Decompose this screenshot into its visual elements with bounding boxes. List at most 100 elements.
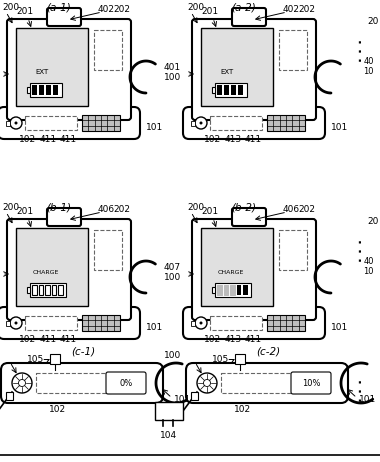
Text: 20: 20 [367, 218, 379, 226]
Bar [39, 85, 44, 95]
Bar [6, 321, 10, 326]
Bar [32, 85, 37, 95]
Bar [82, 115, 120, 131]
Text: 411: 411 [59, 334, 76, 344]
Bar [215, 83, 247, 97]
Bar [235, 354, 245, 364]
Bar [210, 116, 262, 130]
Text: 201: 201 [16, 7, 33, 17]
Circle shape [195, 117, 207, 129]
Text: 200: 200 [187, 203, 204, 213]
Text: 10: 10 [364, 67, 374, 77]
Circle shape [197, 373, 217, 393]
Text: (b-1): (b-1) [46, 203, 71, 213]
Bar [27, 87, 30, 93]
Bar [38, 285, 43, 295]
Bar [52, 285, 56, 295]
Text: CHARGE: CHARGE [33, 270, 59, 275]
Bar [82, 315, 120, 331]
Bar [217, 85, 222, 95]
Text: (c-1): (c-1) [71, 347, 95, 357]
Bar [16, 228, 88, 306]
Text: 202: 202 [113, 6, 130, 14]
Text: · · ·: · · · [355, 38, 368, 61]
FancyBboxPatch shape [192, 19, 316, 120]
Text: 413: 413 [225, 334, 242, 344]
FancyBboxPatch shape [47, 208, 81, 226]
Bar [36, 373, 111, 393]
Text: 201: 201 [16, 207, 33, 217]
Circle shape [10, 117, 22, 129]
Text: 200: 200 [2, 203, 19, 213]
Bar [94, 230, 122, 270]
Text: CHARGE: CHARGE [218, 270, 244, 275]
Text: 201: 201 [201, 7, 218, 17]
Text: 102: 102 [234, 406, 252, 414]
Text: 100: 100 [164, 352, 181, 360]
Text: 40: 40 [364, 57, 374, 67]
Bar [16, 28, 88, 106]
Bar [267, 115, 305, 131]
Bar [243, 285, 247, 295]
Text: 411: 411 [244, 334, 261, 344]
Text: 411: 411 [40, 134, 57, 144]
Text: 411: 411 [244, 134, 261, 144]
Text: 100: 100 [164, 73, 181, 83]
Bar [6, 121, 10, 126]
Text: 40: 40 [364, 257, 374, 267]
Bar [94, 30, 122, 70]
Circle shape [200, 122, 203, 124]
Bar [210, 316, 262, 330]
Bar [32, 285, 36, 295]
Text: 101: 101 [331, 322, 348, 332]
FancyBboxPatch shape [232, 208, 266, 226]
Text: 100: 100 [164, 274, 181, 282]
Bar [212, 287, 215, 293]
Bar [217, 285, 222, 295]
Bar [25, 316, 77, 330]
Text: (c-2): (c-2) [256, 347, 280, 357]
Bar [155, 402, 183, 420]
Text: 200: 200 [187, 4, 204, 12]
Circle shape [19, 379, 25, 387]
FancyBboxPatch shape [7, 219, 131, 320]
Bar [231, 85, 236, 95]
Text: 402: 402 [98, 6, 115, 14]
Bar [215, 283, 251, 297]
Text: 104: 104 [160, 432, 177, 440]
Text: 101: 101 [331, 122, 348, 132]
Bar [53, 85, 58, 95]
Text: 101: 101 [359, 395, 376, 405]
Text: 202: 202 [113, 206, 130, 214]
Bar [6, 392, 13, 400]
FancyBboxPatch shape [47, 8, 81, 26]
Bar [223, 285, 228, 295]
Text: 105: 105 [27, 355, 44, 365]
Text: 102: 102 [204, 134, 222, 144]
Bar [58, 285, 62, 295]
Bar [191, 321, 195, 326]
Bar [224, 85, 229, 95]
Circle shape [14, 322, 17, 324]
Bar [267, 315, 305, 331]
Bar [238, 85, 243, 95]
Text: 411: 411 [40, 334, 57, 344]
Text: 201: 201 [201, 207, 218, 217]
Text: 105: 105 [212, 355, 229, 365]
Circle shape [195, 317, 207, 329]
Text: 102: 102 [19, 334, 36, 344]
Text: 101: 101 [146, 322, 163, 332]
Bar [212, 87, 215, 93]
Text: · · ·: · · · [355, 238, 368, 261]
Bar [236, 285, 241, 295]
Text: 406: 406 [283, 206, 300, 214]
Text: 101: 101 [174, 395, 191, 405]
Text: 102: 102 [49, 406, 66, 414]
FancyBboxPatch shape [0, 307, 140, 339]
FancyBboxPatch shape [7, 19, 131, 120]
Text: · · ·: · · · [355, 378, 368, 401]
Text: 202: 202 [298, 6, 315, 14]
Bar [230, 285, 234, 295]
FancyBboxPatch shape [183, 307, 325, 339]
FancyBboxPatch shape [232, 8, 266, 26]
